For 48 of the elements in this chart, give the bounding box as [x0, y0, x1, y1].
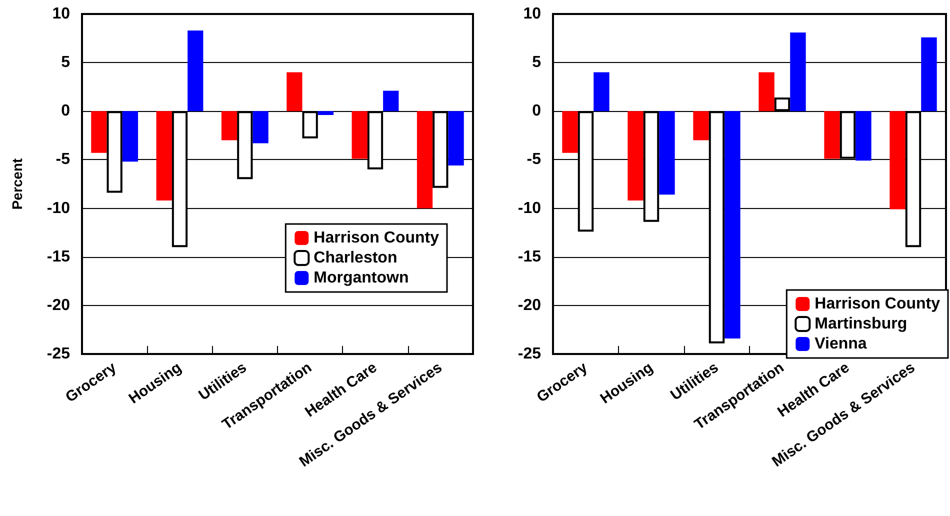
bar — [921, 37, 937, 112]
legend-label: Vienna — [814, 336, 867, 352]
bar — [252, 111, 268, 144]
bar — [562, 111, 578, 153]
bar — [156, 111, 172, 201]
bar — [824, 111, 840, 159]
bar — [594, 72, 610, 112]
bar — [628, 111, 644, 201]
bar — [693, 111, 709, 140]
y-tick-label: -15 — [46, 248, 70, 266]
y-axis-title: Percent — [9, 158, 25, 210]
bar — [286, 72, 302, 112]
y-tick-label: 0 — [61, 102, 70, 120]
y-tick-label: 0 — [532, 102, 542, 120]
y-tick-label: -25 — [518, 346, 542, 362]
bar — [318, 111, 334, 116]
y-tick-label: 5 — [61, 54, 70, 72]
y-tick-label: -10 — [518, 200, 542, 217]
y-tick-label: -5 — [56, 151, 70, 168]
bar — [448, 111, 464, 166]
bar — [856, 111, 872, 161]
bar — [91, 111, 107, 153]
bar — [416, 111, 433, 208]
y-tick-label: -20 — [46, 296, 70, 314]
y-tick-label: -10 — [46, 200, 70, 217]
bar — [221, 111, 238, 140]
bar — [383, 90, 399, 112]
y-tick-label: 10 — [52, 6, 70, 22]
legend-label: Harrison County — [314, 230, 440, 246]
legend-label: Morgantown — [314, 270, 409, 286]
y-tick-label: -25 — [46, 346, 70, 362]
bar — [188, 30, 204, 112]
bar — [432, 111, 448, 188]
bar — [758, 72, 774, 112]
legend-label: Charleston — [314, 250, 398, 266]
bar — [724, 111, 740, 338]
bar — [659, 111, 675, 195]
bar — [352, 111, 368, 159]
legend-label: Harrison County — [814, 296, 940, 312]
y-tick-label: -15 — [518, 248, 542, 266]
bar — [122, 111, 138, 162]
bar — [890, 111, 906, 210]
y-tick-label: -5 — [526, 151, 542, 168]
bar — [790, 32, 806, 112]
y-tick-label: -20 — [518, 296, 542, 314]
y-tick-label: 10 — [523, 6, 542, 22]
legend-label: Martinsburg — [814, 316, 908, 332]
y-tick-label: 5 — [532, 54, 542, 72]
